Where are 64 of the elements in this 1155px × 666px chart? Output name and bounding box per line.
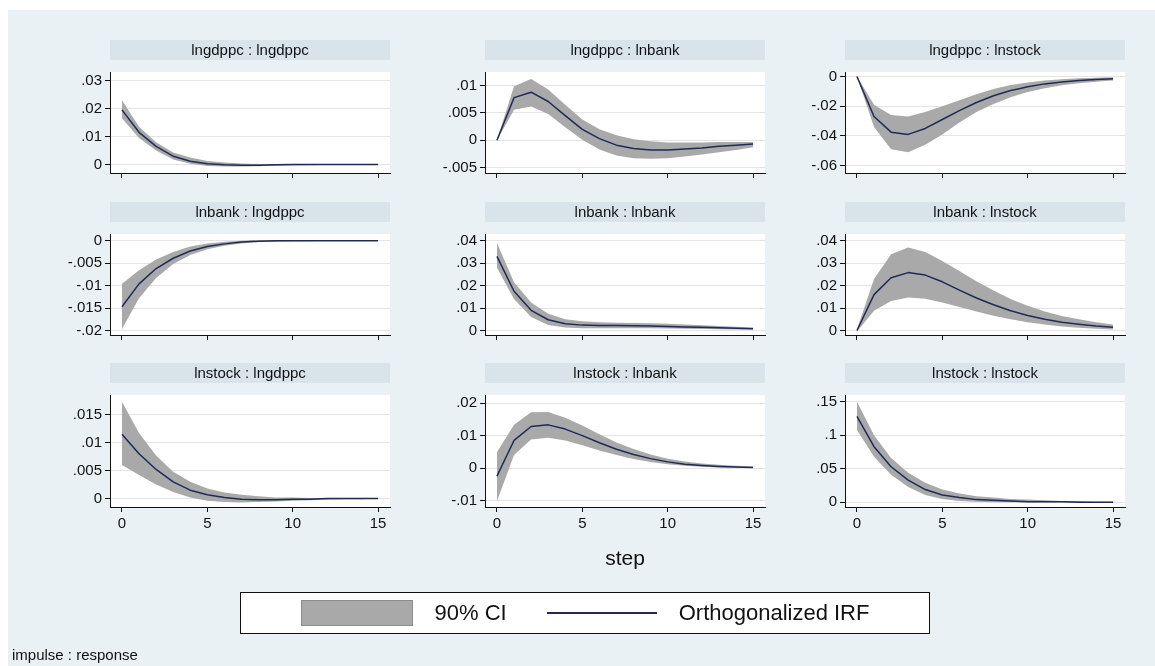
x-tick-label: 5 bbox=[203, 514, 212, 532]
y-tick-label: .15 bbox=[816, 391, 837, 409]
x-axis-title: step bbox=[604, 546, 646, 570]
text: impulse : response bbox=[12, 646, 138, 663]
y-tick-label: -.02 bbox=[76, 320, 102, 338]
y-tick-label: 0 bbox=[828, 66, 837, 84]
x-tick-label: 10 bbox=[1019, 514, 1037, 532]
y-tick-label: .01 bbox=[456, 298, 477, 316]
chart-title: lngdppc : lngdppc bbox=[110, 40, 390, 60]
y-tick-label: .1 bbox=[824, 425, 837, 443]
y-tick-label: -.015 bbox=[67, 298, 102, 316]
y-tick-label: 0 bbox=[468, 458, 477, 476]
x-tick-label: 0 bbox=[492, 514, 502, 532]
y-tick-label: .01 bbox=[816, 298, 837, 316]
y-tick-label: 0 bbox=[93, 230, 102, 248]
chart-title: lnbank : lngdppc bbox=[110, 202, 390, 222]
y-tick-label: .03 bbox=[81, 70, 102, 88]
y-tick-label: -.04 bbox=[811, 126, 837, 144]
x-tick-label: 15 bbox=[369, 514, 387, 532]
y-tick-label: .015 bbox=[72, 404, 102, 422]
x-tick-label: 0 bbox=[117, 514, 127, 532]
x-tick-label: 10 bbox=[284, 514, 302, 532]
y-tick-label: -.005 bbox=[67, 253, 102, 271]
y-tick-label: 0 bbox=[93, 154, 102, 172]
y-tick-label: -.01 bbox=[451, 490, 477, 508]
y-tick-label: .02 bbox=[816, 275, 837, 293]
y-tick-label: .01 bbox=[456, 75, 477, 93]
y-tick-label: 0 bbox=[468, 130, 477, 148]
chart-title: lnbank : lnstock bbox=[845, 202, 1125, 222]
legend-label: Orthogonalized IRF bbox=[678, 600, 870, 626]
y-tick-label: .005 bbox=[447, 103, 477, 121]
y-tick-label: 0 bbox=[828, 492, 837, 510]
y-tick-label: .01 bbox=[81, 126, 102, 144]
y-tick-label: 0 bbox=[828, 320, 837, 338]
y-tick-label: -.01 bbox=[76, 275, 102, 293]
x-tick-label: 5 bbox=[578, 514, 587, 532]
chart-title: lnstock : lnstock bbox=[845, 363, 1125, 383]
chart-title: lnstock : lngdppc bbox=[110, 363, 390, 383]
y-tick-label: .05 bbox=[816, 458, 837, 476]
chart-title: lngdppc : lnbank bbox=[485, 40, 765, 60]
y-tick-label: .02 bbox=[456, 393, 477, 411]
y-tick-label: .04 bbox=[816, 230, 837, 248]
y-tick-label: .01 bbox=[456, 425, 477, 443]
x-tick-label: 10 bbox=[659, 514, 677, 532]
text: 90% CI bbox=[434, 600, 507, 626]
chart-title: lngdppc : lnstock bbox=[845, 40, 1125, 60]
x-tick-label: 15 bbox=[744, 514, 762, 532]
x-tick-label: 0 bbox=[852, 514, 862, 532]
y-tick-label: .04 bbox=[456, 230, 477, 248]
chart-title: lnbank : lnbank bbox=[485, 202, 765, 222]
y-tick-label: .01 bbox=[81, 432, 102, 450]
y-tick-label: .03 bbox=[456, 253, 477, 271]
y-tick-label: .02 bbox=[456, 275, 477, 293]
y-tick-label: .03 bbox=[816, 253, 837, 271]
chart-title: lnstock : lnbank bbox=[485, 363, 765, 383]
y-tick-label: 0 bbox=[468, 320, 477, 338]
x-tick-label: 15 bbox=[1104, 514, 1122, 532]
y-tick-label: -.005 bbox=[442, 157, 477, 175]
x-tick-label: 5 bbox=[938, 514, 947, 532]
y-tick-label: 0 bbox=[93, 488, 102, 506]
y-tick-label: .02 bbox=[81, 98, 102, 116]
y-tick-label: -.06 bbox=[811, 155, 837, 173]
y-tick-label: .005 bbox=[72, 460, 102, 478]
y-tick-label: -.02 bbox=[811, 96, 837, 114]
